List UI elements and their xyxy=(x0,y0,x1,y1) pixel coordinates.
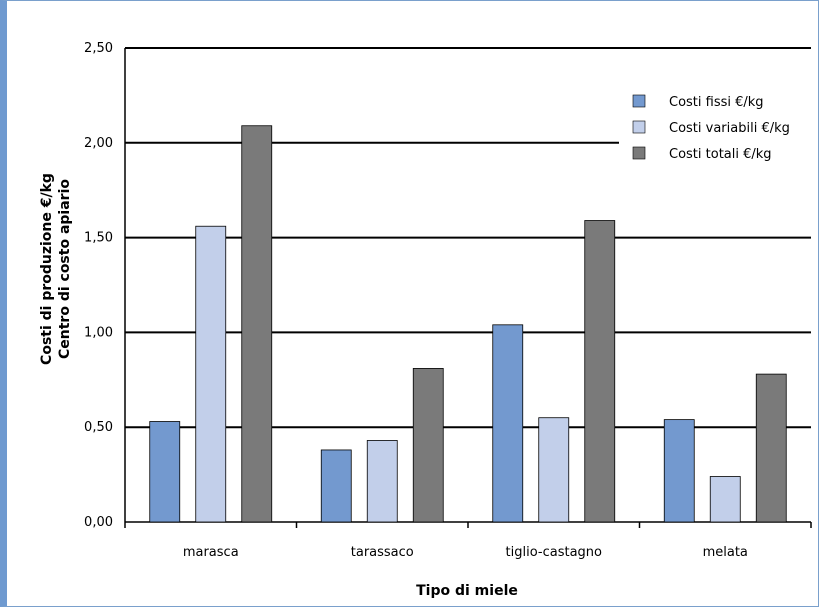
x-axis-title: Tipo di miele xyxy=(416,583,518,599)
legend-label: Costi totali €/kg xyxy=(669,147,772,162)
y-tick-label: 2,00 xyxy=(84,136,113,151)
y-tick-label: 1,50 xyxy=(84,231,113,246)
bar-0-0 xyxy=(149,421,181,523)
y-tick-label: 1,00 xyxy=(84,325,113,340)
bar-0-1 xyxy=(195,225,227,523)
y-tick-label: 0,00 xyxy=(84,515,113,530)
bar-1-2 xyxy=(412,368,444,523)
y-tick-label: 2,50 xyxy=(84,41,113,56)
x-category-label: marasca xyxy=(183,545,239,560)
y-axis-title-line1: Costi di produzione €/kg xyxy=(39,173,55,365)
x-category-labels: marasca tarassaco tiglio-castagno melata xyxy=(183,545,748,560)
bars xyxy=(149,125,787,523)
bar-1-0 xyxy=(320,449,352,523)
bar-2-0 xyxy=(492,324,524,523)
y-axis-title-line2: Centro di costo apiario xyxy=(57,179,73,359)
bar-2-1 xyxy=(538,417,570,523)
legend-swatch xyxy=(632,146,646,160)
bar-3-1 xyxy=(709,476,741,523)
bar-3-0 xyxy=(663,419,695,523)
legend: Costi fissi €/kg Costi variabili €/kg Cost… xyxy=(619,85,811,171)
x-category-label: tarassaco xyxy=(351,545,414,560)
y-tick-labels: 0,00 0,50 1,00 1,50 2,00 2,50 xyxy=(84,41,113,530)
bar-chart: 0,00 0,50 1,00 1,50 2,00 2,50 marasca tarassac… xyxy=(39,41,812,599)
legend-label: Costi variabili €/kg xyxy=(669,121,790,136)
legend-label: Costi fissi €/kg xyxy=(669,95,764,110)
bar-1-1 xyxy=(366,440,398,523)
bar-2-2 xyxy=(584,220,616,523)
bar-0-2 xyxy=(241,125,273,523)
bar-3-2 xyxy=(755,373,787,523)
legend-swatch xyxy=(632,94,646,108)
x-category-label: tiglio-castagno xyxy=(506,545,603,560)
legend-swatch xyxy=(632,120,646,134)
axes xyxy=(124,48,812,528)
y-tick-label: 0,50 xyxy=(84,420,113,435)
x-category-label: melata xyxy=(703,545,748,560)
y-axis-title: Costi di produzione €/kg Centro di costo… xyxy=(39,173,73,365)
legend-background xyxy=(619,85,811,171)
